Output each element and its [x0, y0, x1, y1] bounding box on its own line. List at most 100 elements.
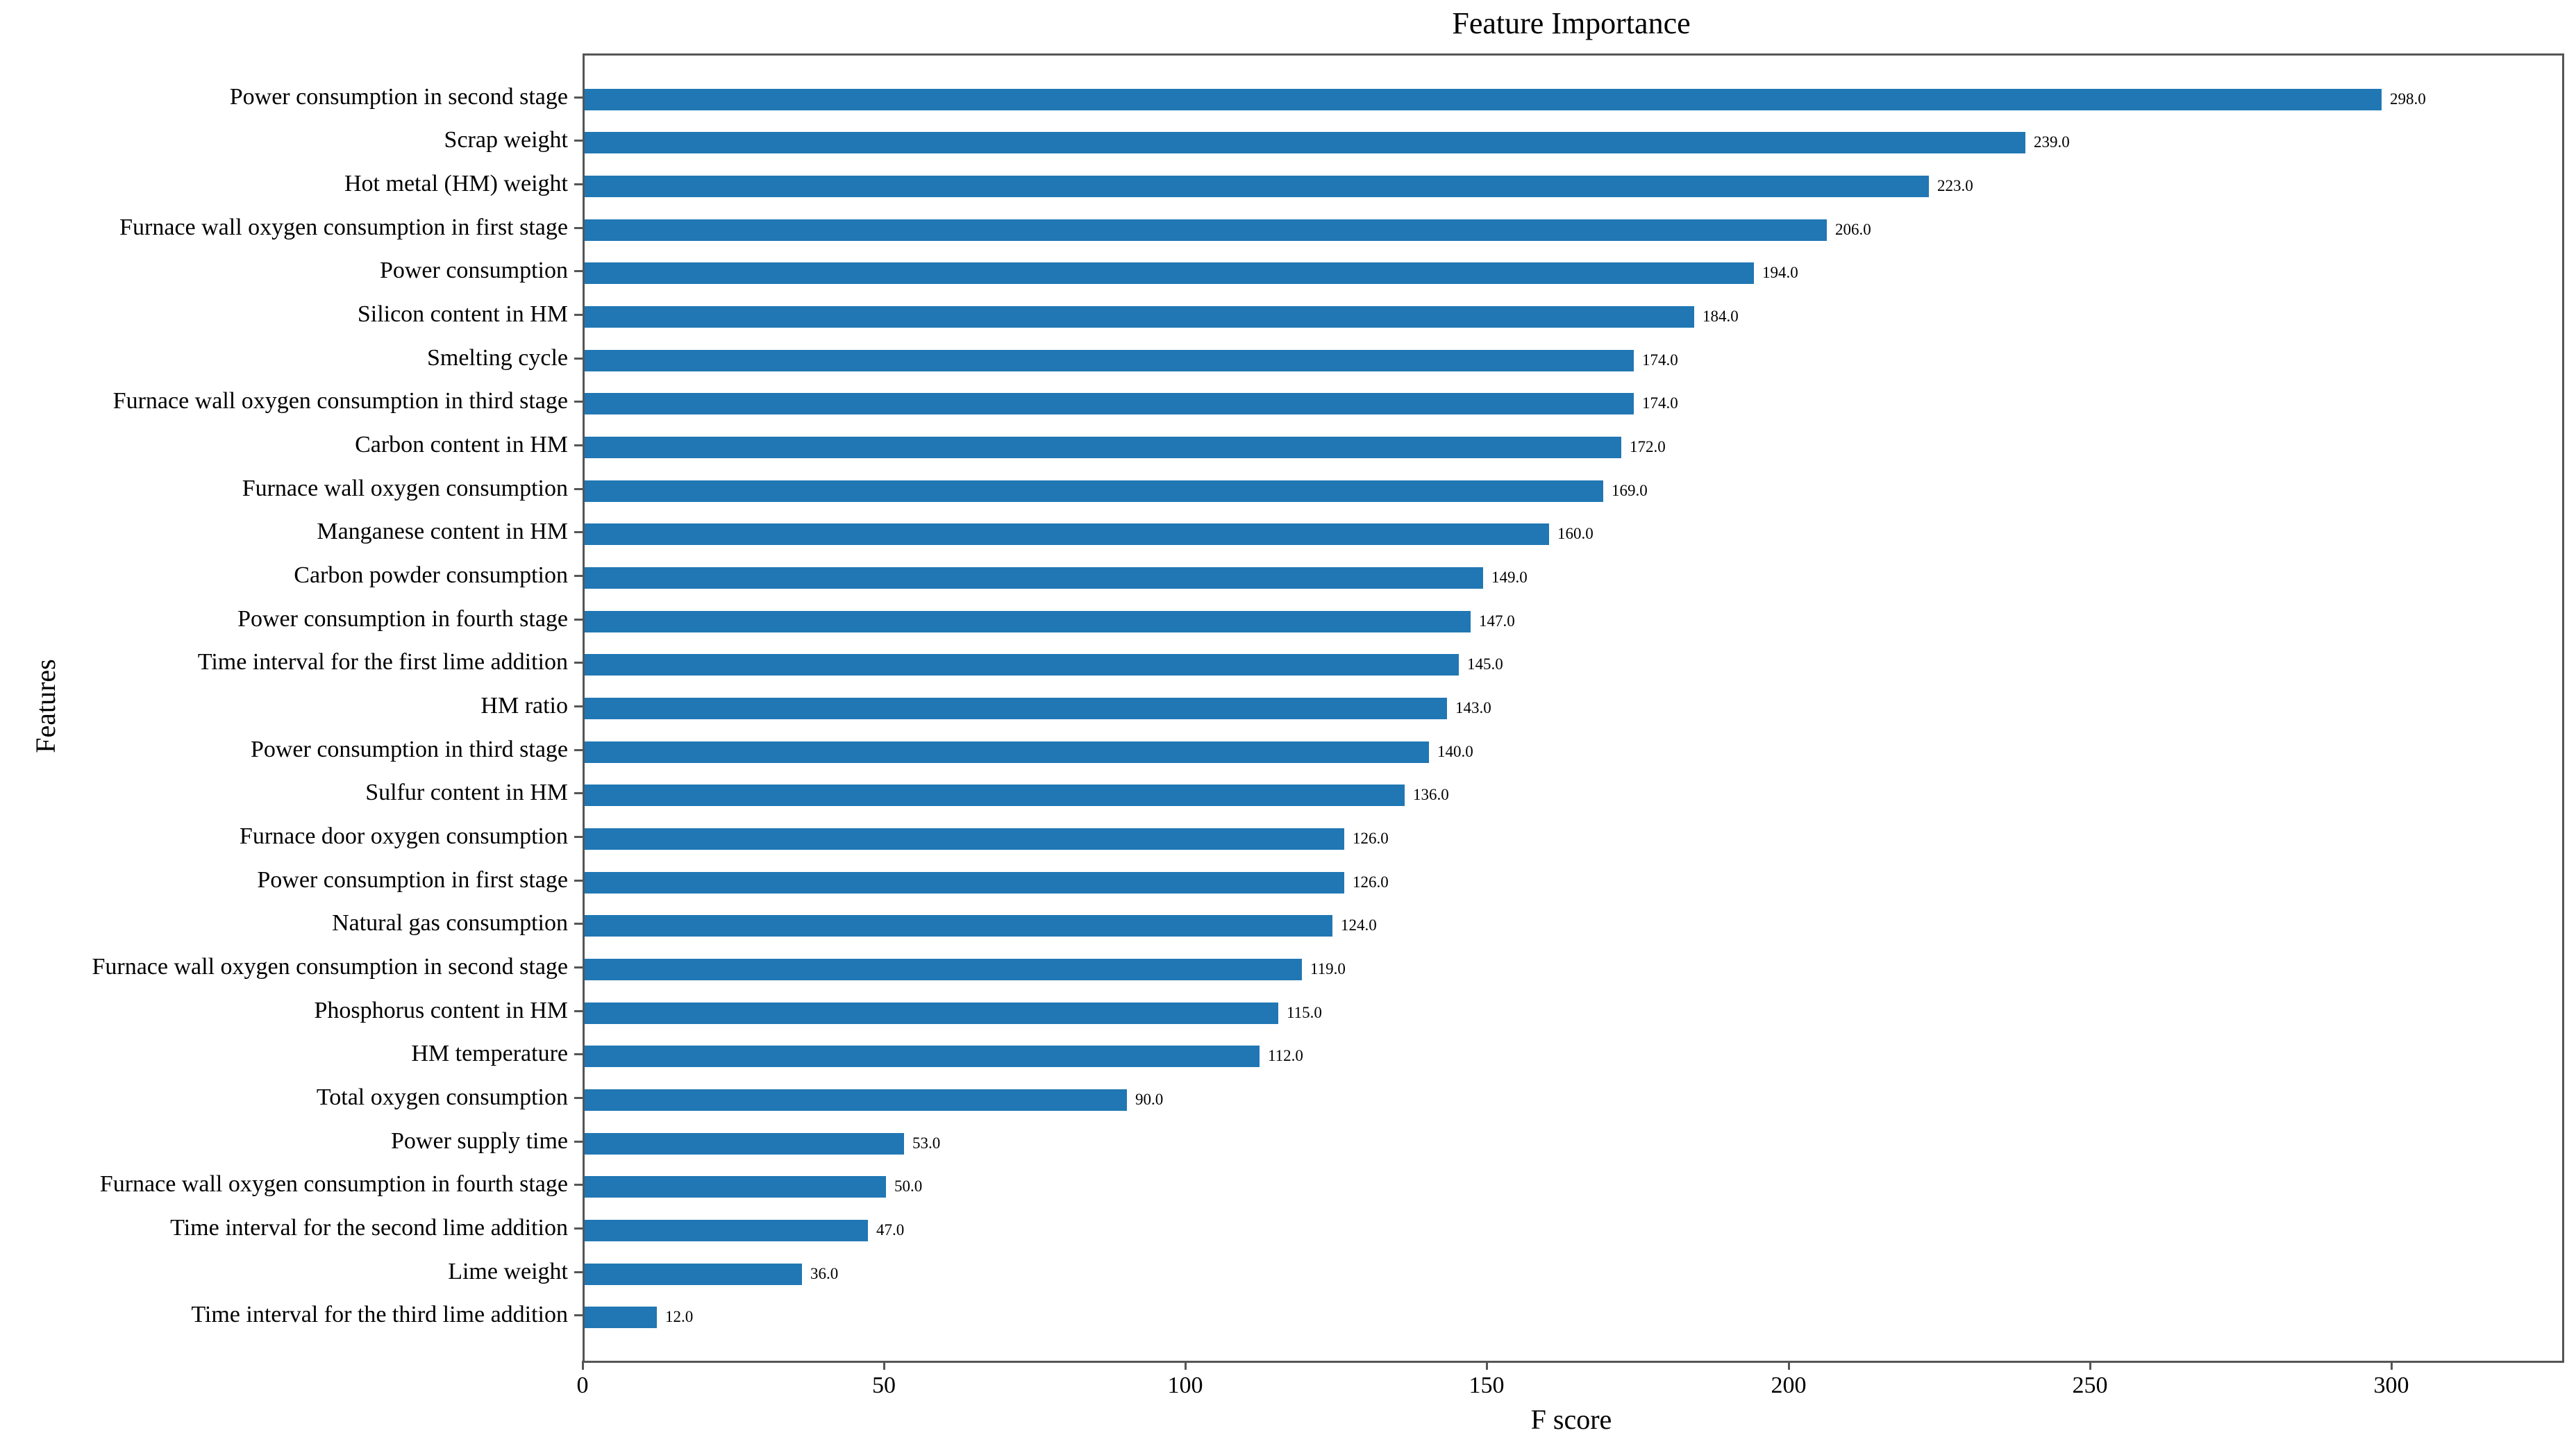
y-tick-mark [574, 1184, 583, 1186]
bar [585, 698, 1447, 719]
bar [585, 1264, 802, 1285]
y-tick-mark [574, 314, 583, 316]
y-tick-mark [574, 575, 583, 577]
y-tick-mark [574, 531, 583, 533]
category-label: Power consumption in fourth stage [237, 606, 568, 632]
bar [585, 132, 2025, 153]
x-tick-mark [883, 1361, 885, 1370]
bar [585, 1046, 1260, 1067]
plot-area: 298.0 239.0 223.0 206.0 194.0 184.0 174.0 174.0… [583, 53, 2564, 1363]
bar [585, 567, 1483, 589]
y-tick-mark [574, 1141, 583, 1143]
y-tick-mark [574, 227, 583, 229]
y-tick-mark [574, 401, 583, 403]
bar [585, 1003, 1278, 1024]
x-tick-mark [1788, 1361, 1790, 1370]
y-tick-mark [574, 270, 583, 272]
category-label: Carbon content in HM [355, 432, 568, 458]
bar [585, 741, 1429, 763]
y-tick-mark [574, 444, 583, 446]
value-label: 53.0 [912, 1134, 941, 1152]
value-label: 239.0 [2034, 133, 2070, 151]
bar [585, 306, 1694, 328]
chart-title: Feature Importance [1452, 6, 1691, 40]
value-label: 140.0 [1437, 743, 1473, 760]
x-tick-mark [1185, 1361, 1187, 1370]
bar [585, 785, 1405, 806]
category-label: Power consumption in third stage [250, 737, 568, 762]
bar [585, 1220, 868, 1241]
x-tick-label: 0 [576, 1373, 589, 1398]
bar [585, 611, 1471, 632]
value-label: 184.0 [1703, 308, 1739, 325]
y-tick-mark [574, 183, 583, 185]
bar [585, 959, 1302, 980]
x-tick-mark [582, 1361, 584, 1370]
value-label: 124.0 [1341, 916, 1377, 934]
value-label: 115.0 [1287, 1004, 1322, 1021]
category-label: Time interval for the second lime additi… [170, 1215, 568, 1241]
category-label: Power supply time [391, 1128, 568, 1154]
value-label: 174.0 [1642, 394, 1678, 412]
bar [585, 219, 1827, 241]
category-label: Silicon content in HM [357, 301, 568, 327]
bar [585, 915, 1332, 937]
category-label: Phosphorus content in HM [314, 998, 569, 1023]
category-label: HM temperature [411, 1041, 568, 1066]
value-label: 12.0 [665, 1308, 694, 1325]
category-label: Furnace door oxygen consumption [239, 823, 568, 849]
value-label: 160.0 [1557, 525, 1594, 542]
x-tick-label: 250 [2072, 1373, 2108, 1398]
y-tick-mark [574, 358, 583, 360]
y-tick-mark [574, 1097, 583, 1099]
bar [585, 523, 1549, 545]
category-label: Power consumption [379, 258, 568, 283]
x-tick-label: 300 [2373, 1373, 2409, 1398]
category-label: Lime weight [448, 1259, 568, 1284]
value-label: 174.0 [1642, 351, 1678, 369]
category-label: Manganese content in HM [317, 519, 568, 544]
value-label: 126.0 [1353, 830, 1389, 847]
y-tick-mark [574, 923, 583, 925]
bar [585, 1176, 886, 1198]
value-label: 112.0 [1268, 1047, 1303, 1064]
category-label: Time interval for the third lime additio… [191, 1302, 568, 1327]
value-label: 136.0 [1413, 786, 1449, 803]
value-label: 147.0 [1479, 612, 1515, 630]
value-label: 145.0 [1467, 655, 1503, 673]
category-label: Power consumption in first stage [257, 867, 568, 893]
value-label: 36.0 [810, 1265, 839, 1282]
bar [585, 1307, 657, 1328]
x-tick-label: 100 [1167, 1373, 1203, 1398]
bar [585, 654, 1459, 676]
bar [585, 872, 1344, 894]
value-label: 119.0 [1310, 960, 1346, 978]
y-tick-mark [574, 749, 583, 751]
y-tick-mark [574, 1227, 583, 1230]
bar [585, 828, 1344, 850]
value-label: 206.0 [1835, 221, 1871, 238]
category-label: Furnace wall oxygen consumption in first… [119, 215, 568, 240]
bar [585, 1133, 904, 1155]
x-tick-mark [1486, 1361, 1488, 1370]
x-tick-mark [2391, 1361, 2393, 1370]
x-tick-label: 150 [1469, 1373, 1505, 1398]
bar [585, 393, 1634, 414]
value-label: 194.0 [1762, 264, 1798, 281]
category-label: Hot metal (HM) weight [344, 171, 568, 196]
value-label: 47.0 [876, 1221, 905, 1239]
value-label: 143.0 [1455, 699, 1491, 716]
category-label: Scrap weight [444, 127, 568, 153]
category-label: Furnace wall oxygen consumption in secon… [92, 954, 568, 980]
x-tick-mark [2089, 1361, 2091, 1370]
bar [585, 89, 2382, 110]
y-tick-mark [574, 1053, 583, 1055]
category-label: HM ratio [480, 693, 568, 719]
bar [585, 480, 1603, 502]
y-tick-mark [574, 662, 583, 664]
y-tick-mark [574, 140, 583, 142]
value-label: 90.0 [1135, 1091, 1164, 1108]
bar [585, 437, 1621, 458]
value-label: 169.0 [1612, 482, 1648, 499]
